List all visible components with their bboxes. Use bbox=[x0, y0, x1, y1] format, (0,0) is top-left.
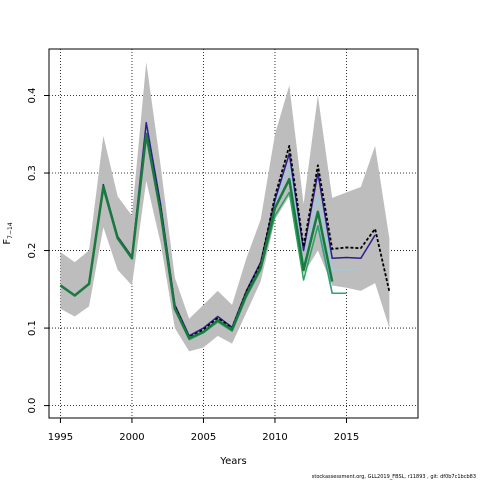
x-axis-title: Years bbox=[219, 456, 246, 467]
y-axis-title-main: F bbox=[2, 239, 13, 245]
x-tick-label-2000: 2000 bbox=[119, 432, 144, 443]
series-lines bbox=[59, 121, 391, 341]
y-tick-label-0.3: 0.3 bbox=[27, 165, 38, 181]
y-tick-label-0.4: 0.4 bbox=[27, 88, 38, 104]
series-line-4 bbox=[59, 131, 391, 339]
y-axis: 0.0 0.1 0.2 0.3 0.4 bbox=[27, 88, 49, 414]
x-tick-label-2010: 2010 bbox=[262, 432, 287, 443]
y-axis-title-subscript: 7−14 bbox=[7, 222, 14, 239]
y-axis-title: F7−14 bbox=[2, 222, 14, 244]
y-tick-label-0.2: 0.2 bbox=[27, 243, 38, 259]
footer-note: stockassessment.org, GLL2019_FBSL, r1189… bbox=[312, 474, 476, 480]
x-tick-label-2015: 2015 bbox=[334, 432, 359, 443]
plot-frame bbox=[48, 48, 419, 419]
confidence-band-area bbox=[60, 62, 390, 352]
y-tick-label-0: 0.0 bbox=[27, 398, 38, 414]
x-axis: 1995 2000 2005 2010 2015 bbox=[48, 418, 359, 443]
x-tick-label-2005: 2005 bbox=[191, 432, 216, 443]
series-line-5 bbox=[59, 133, 334, 340]
x-tick-label-1995: 1995 bbox=[48, 432, 73, 443]
series-line-6 bbox=[317, 225, 347, 294]
confidence-band bbox=[60, 62, 390, 352]
y-tick-label-0.1: 0.1 bbox=[27, 320, 38, 336]
